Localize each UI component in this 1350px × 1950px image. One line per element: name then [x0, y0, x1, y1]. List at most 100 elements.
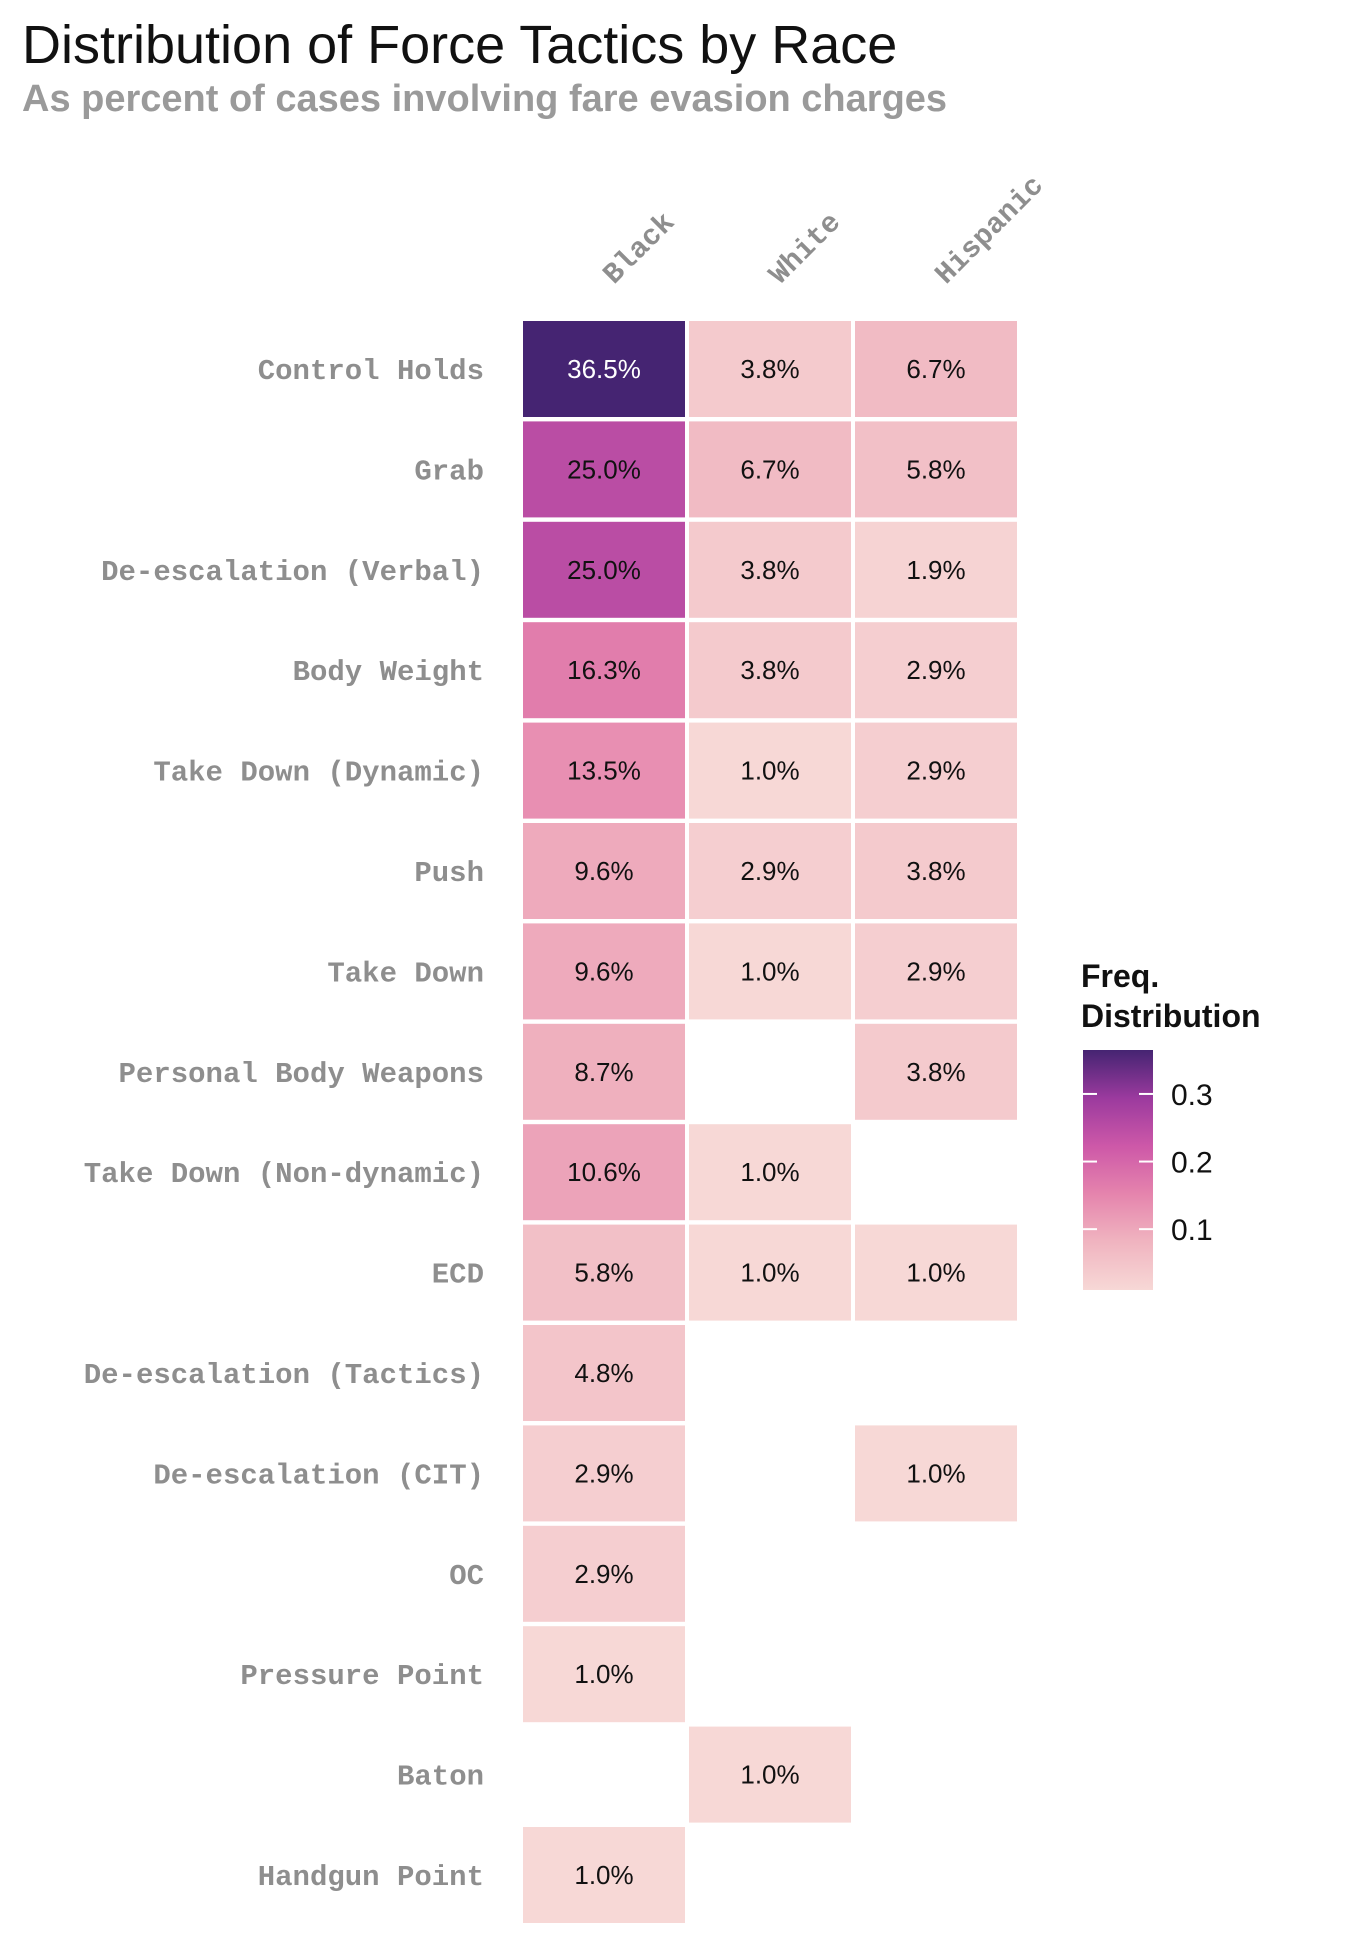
heatmap-cell	[523, 923, 685, 1020]
column-label-hispanic: Hispanic	[929, 170, 1051, 292]
cell-label: 1.9%	[906, 555, 965, 585]
cell-label: 25.0%	[567, 454, 641, 484]
heatmap-cell	[689, 1224, 851, 1321]
cell-label: 5.8%	[574, 1258, 633, 1288]
heatmap-cell	[523, 823, 685, 919]
heatmap-cell	[689, 1726, 851, 1823]
heatmap-cell	[523, 521, 685, 618]
row-label: De-escalation (CIT)	[153, 1459, 484, 1492]
heatmap-cell	[689, 521, 851, 618]
legend-tick-label: 0.2	[1171, 1147, 1213, 1180]
cell-label: 2.9%	[906, 655, 965, 685]
cell-label: 1.0%	[740, 756, 799, 786]
heatmap-cell	[689, 1124, 851, 1221]
cell-label: 3.8%	[740, 555, 799, 585]
row-label: Control Holds	[258, 355, 484, 388]
cell-label: 5.8%	[906, 454, 965, 484]
cell-label: 1.0%	[906, 1258, 965, 1288]
heatmap-cell	[855, 1224, 1017, 1321]
heatmap-cells: 36.5% 3.8% 6.7% 25.0% 6.7% 5.8% 25.0% 3.8% 1.9% 1…	[523, 321, 1017, 1923]
cell-label: 4.8%	[574, 1358, 633, 1388]
legend-tick-label: 0.3	[1171, 1079, 1213, 1112]
chart-subtitle: As percent of cases involving fare evasi…	[22, 78, 948, 120]
cell-label: 3.8%	[906, 1057, 965, 1087]
cell-label: 1.0%	[740, 1760, 799, 1790]
heatmap-cell	[689, 923, 851, 1020]
cell-label: 3.8%	[740, 354, 799, 384]
row-label: De-escalation (Verbal)	[101, 556, 484, 589]
cell-label: 6.7%	[906, 354, 965, 384]
heatmap-cell	[689, 421, 851, 518]
cell-label: 1.0%	[906, 1458, 965, 1488]
color-legend: Freq. Distribution 0.1 0.2 0.3	[1081, 958, 1261, 1290]
cell-label: 2.9%	[574, 1559, 633, 1589]
cell-label: 16.3%	[567, 655, 641, 685]
legend-title-line1: Freq.	[1081, 958, 1159, 994]
cell-label: 1.0%	[574, 1659, 633, 1689]
cell-label: 2.9%	[906, 956, 965, 986]
cell-label: 3.8%	[906, 856, 965, 886]
cell-label: 1.0%	[740, 1157, 799, 1187]
row-label: OC	[449, 1560, 484, 1593]
heatmap-cell	[523, 1124, 685, 1221]
cell-label: 13.5%	[567, 756, 641, 786]
heatmap-cell	[689, 622, 851, 719]
heatmap-cell	[523, 1827, 685, 1923]
heatmap-cell	[855, 321, 1017, 417]
cell-label: 9.6%	[574, 956, 633, 986]
legend-colorbar	[1083, 1050, 1153, 1290]
heatmap-cell	[855, 421, 1017, 518]
cell-label: 9.6%	[574, 856, 633, 886]
cell-label: 1.0%	[740, 956, 799, 986]
heatmap-cell	[855, 1425, 1017, 1522]
heatmap-cell	[523, 1023, 685, 1120]
heatmap-cell	[855, 1023, 1017, 1120]
row-label: Pressure Point	[240, 1660, 484, 1693]
cell-label: 2.9%	[740, 856, 799, 886]
cell-label: 2.9%	[906, 756, 965, 786]
heatmap-cell	[523, 622, 685, 719]
cell-label: 2.9%	[574, 1458, 633, 1488]
cell-label: 10.6%	[567, 1157, 641, 1187]
row-label: Grab	[414, 455, 484, 488]
cell-label: 1.0%	[740, 1258, 799, 1288]
row-label: De-escalation (Tactics)	[84, 1359, 484, 1392]
legend-title-line2: Distribution	[1081, 998, 1261, 1034]
heatmap-cell	[523, 321, 685, 417]
row-labels: Control Holds Grab De-escalation (Verbal) B…	[84, 355, 484, 1894]
heatmap-cell	[689, 823, 851, 919]
column-label-white: White	[763, 207, 848, 292]
legend-tick-label: 0.1	[1171, 1214, 1213, 1247]
row-label: Body Weight	[293, 656, 484, 689]
row-label: Take Down	[327, 957, 484, 990]
cell-label: 1.0%	[574, 1860, 633, 1890]
cell-label: 8.7%	[574, 1057, 633, 1087]
chart-title: Distribution of Force Tactics by Race	[22, 15, 898, 75]
heatmap-cell	[523, 1525, 685, 1622]
row-label: ECD	[432, 1259, 484, 1292]
column-labels: Black White Hispanic	[597, 170, 1051, 292]
heatmap-cell	[855, 722, 1017, 819]
heatmap-cell	[523, 1224, 685, 1321]
heatmap-cell	[523, 421, 685, 518]
column-label-black: Black	[597, 207, 682, 292]
row-label: Take Down (Dynamic)	[153, 757, 484, 790]
heatmap-cell	[523, 1626, 685, 1723]
cell-label: 36.5%	[567, 354, 641, 384]
cell-label: 3.8%	[740, 655, 799, 685]
row-label: Take Down (Non-dynamic)	[84, 1158, 484, 1191]
heatmap-cell	[855, 923, 1017, 1020]
heatmap-cell	[855, 622, 1017, 719]
heatmap-cell	[689, 722, 851, 819]
cell-label: 25.0%	[567, 555, 641, 585]
heatmap-cell	[523, 1325, 685, 1421]
cell-label: 6.7%	[740, 454, 799, 484]
row-label: Handgun Point	[258, 1861, 484, 1894]
row-label: Personal Body Weapons	[119, 1058, 484, 1091]
row-label: Baton	[397, 1761, 484, 1794]
heatmap-cell	[689, 321, 851, 417]
row-label: Push	[414, 857, 484, 890]
heatmap-cell	[523, 1425, 685, 1522]
heatmap-cell	[855, 521, 1017, 618]
